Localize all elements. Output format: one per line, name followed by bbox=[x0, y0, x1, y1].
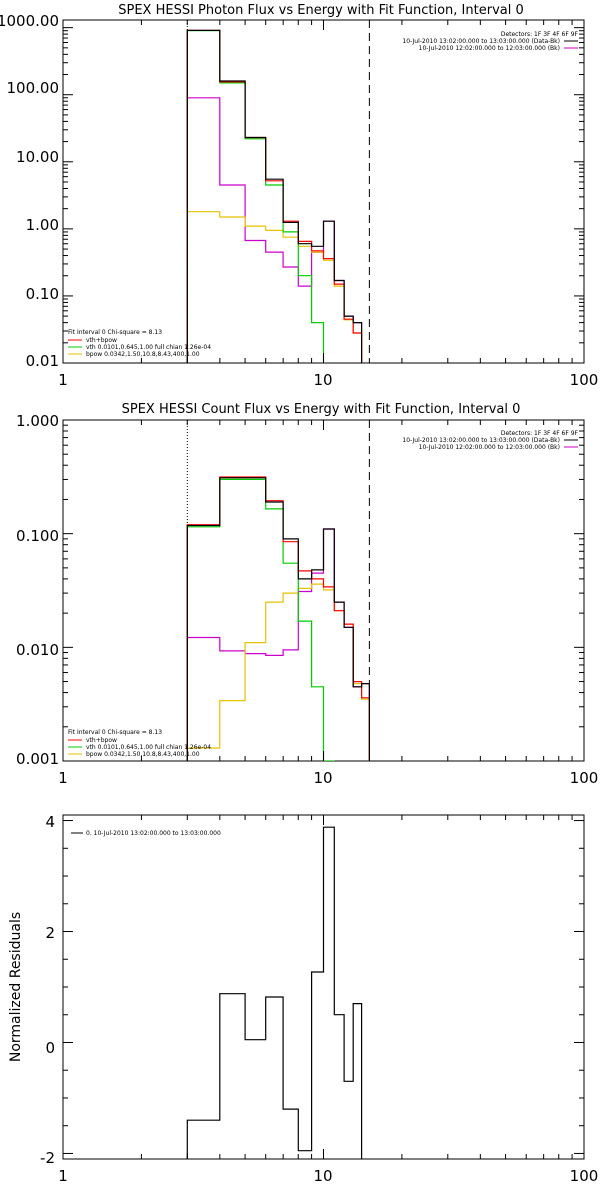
resid-ytick-minus2: -2 bbox=[40, 1149, 55, 1167]
photon-series-bpow bbox=[186, 211, 363, 363]
photon-ytick-0.01: 0.01 bbox=[26, 352, 59, 370]
count-xtick-1: 1 bbox=[58, 769, 68, 787]
photon-ytick-10: 10.00 bbox=[16, 148, 59, 166]
photon-series-vth bbox=[186, 30, 325, 363]
count-ytick-0.1: 0.100 bbox=[16, 527, 59, 545]
photon-plot-frame bbox=[62, 19, 585, 364]
photon-series-data bbox=[186, 29, 363, 363]
resid-xtick-10: 10 bbox=[313, 1167, 332, 1185]
photon-xtick-10: 10 bbox=[313, 371, 332, 389]
count-ytick-0.01: 0.010 bbox=[16, 641, 59, 659]
count-series-vth bbox=[186, 478, 335, 761]
resid-ytick-0: 0 bbox=[45, 1039, 55, 1057]
count-fit-bpow-label: bpow 0.0342,1.50,10.8,8.43,400,1.00 bbox=[86, 751, 200, 758]
photon-legend-data: 10-Jul-2010 13:02:00.000 to 13:03:00.000… bbox=[402, 38, 560, 45]
count-xtick-10: 10 bbox=[313, 769, 332, 787]
resid-xtick-100: 100 bbox=[570, 1167, 599, 1185]
photon-ytick-100: 100.00 bbox=[7, 79, 60, 97]
photon-flux-panel: SPEX HESSI Photon Flux vs Energy with Fi… bbox=[0, 3, 598, 389]
count-flux-panel: SPEX HESSI Count Flux vs Energy with Fit… bbox=[16, 402, 598, 787]
resid-ytick-4: 4 bbox=[45, 813, 55, 831]
photon-legend-bk: 10-Jul-2010 12:02:00.000 to 12:03:00.000… bbox=[419, 45, 560, 52]
resid-legend-label: 0. 10-Jul-2010 13:02:00.000 to 13:03:00.… bbox=[86, 830, 221, 837]
count-fit-total-label: vth+bpow bbox=[86, 737, 117, 744]
count-series-data bbox=[186, 477, 370, 761]
resid-ytick-2: 2 bbox=[45, 924, 55, 942]
resid-series-data bbox=[186, 826, 363, 1159]
count-series-background bbox=[186, 528, 370, 761]
photon-fit-bpow-label: bpow 0.0342,1.50,10.8,8.43,400,1.00 bbox=[86, 351, 200, 358]
count-flux-title: SPEX HESSI Count Flux vs Energy with Fit… bbox=[122, 402, 521, 417]
count-series-total bbox=[186, 476, 370, 761]
photon-flux-title: SPEX HESSI Photon Flux vs Energy with Fi… bbox=[118, 3, 524, 18]
residuals-ylabel: Normalized Residuals bbox=[8, 912, 24, 1062]
count-legend-bk: 10-Jul-2010 12:02:00.000 to 12:03:00.000… bbox=[419, 444, 560, 451]
count-ytick-0.001: 0.001 bbox=[16, 750, 59, 768]
photon-fit-total-label: vth+bpow bbox=[86, 337, 117, 344]
photon-ytick-0.1: 0.10 bbox=[26, 285, 59, 303]
photon-xtick-1: 1 bbox=[58, 371, 68, 389]
photon-xtick-100: 100 bbox=[570, 371, 599, 389]
photon-ytick-1: 1.00 bbox=[26, 216, 59, 234]
count-xtick-100: 100 bbox=[570, 769, 599, 787]
count-fit-vth-label: vth 0.0101,0.645,1.00 full chian 1.26e-0… bbox=[86, 744, 211, 751]
residuals-panel: 1 10 100 4 2 0 -2 Normalized Residuals 0… bbox=[8, 813, 598, 1185]
photon-fit-vth-label: vth 0.0101,0.645,1.00 full chian 1.26e-0… bbox=[86, 344, 211, 351]
count-legend-detectors: Detectors: 1F 3F 4F 6F 9F bbox=[501, 430, 579, 437]
count-fit-header: Fit Interval 0 Chi-square = 8.13 bbox=[68, 729, 162, 736]
photon-series-total bbox=[186, 29, 363, 363]
count-ytick-1: 1.000 bbox=[16, 412, 59, 430]
resid-xtick-1: 1 bbox=[58, 1167, 68, 1185]
count-legend-data: 10-Jul-2010 13:02:00.000 to 13:03:00.000… bbox=[402, 437, 560, 444]
photon-ytick-1000: 1000.00 bbox=[0, 12, 59, 30]
photon-fit-header: Fit Interval 0 Chi-square = 8.13 bbox=[68, 329, 162, 336]
photon-series-background bbox=[186, 97, 363, 363]
photon-legend-detectors: Detectors: 1F 3F 4F 6F 9F bbox=[501, 31, 579, 38]
